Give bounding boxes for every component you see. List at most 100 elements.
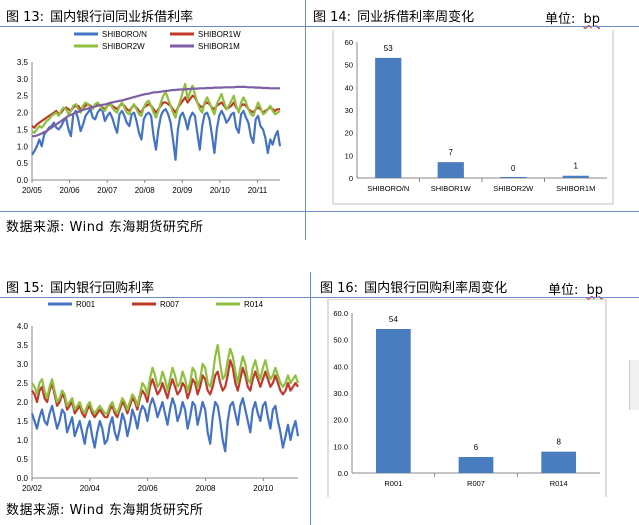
x-category-label: R001 (384, 479, 402, 488)
unit-label: 单位: (545, 12, 576, 27)
bar-value-label: 6 (474, 443, 479, 452)
repo-weekly-change-bar-chart: 0.0 10.0 20.0 30.0 40.0 50.0 60.0 54 R001 6 R007 8 R… (327, 299, 607, 497)
unit-label: 单位: (548, 283, 579, 298)
bar-value-label: 1 (574, 162, 579, 171)
legend-label: SHIBOR1M (198, 42, 240, 51)
y-tick-label: 0.0 (17, 474, 29, 483)
y-tick-label: 1.0 (17, 142, 29, 151)
x-category-label: SHIBOR1W (431, 184, 472, 193)
legend-label: SHIBOR1W (198, 30, 241, 39)
y-tick-label: 3.0 (17, 75, 29, 84)
y-tick-label: 0.5 (17, 455, 29, 464)
figure-15-number: 图 15: (6, 280, 45, 296)
x-tick-label: 20/08 (135, 186, 156, 195)
y-tick-label: 40.0 (333, 362, 348, 371)
shibor-weekly-change-bar-chart: 0 10 20 30 40 50 60 53 SHIBORO/N 7 SHIBOR1W 0 SHIBOR… (332, 30, 614, 205)
figure-14-title-text: 同业拆借利率周变化 (357, 9, 475, 25)
bar-value-label: 0 (511, 164, 516, 173)
figure-13-panel: 图 13: 国内银行间同业拆借利率 0.0 0.5 1.0 1.5 2.0 2.5 3.0 3… (0, 0, 305, 240)
y-tick-label: 2.5 (17, 92, 29, 101)
y-tick-label: 60 (345, 38, 353, 47)
y-tick-label: 0 (349, 174, 353, 183)
bar-r007 (458, 457, 494, 473)
x-tick-label: 20/10 (253, 484, 274, 493)
bar-value-label: 7 (449, 148, 454, 157)
figure-16-panel: 图 16: 国内银行回购利率周变化 单位: bp 0.0 10.0 20.0 30.0… (314, 272, 626, 497)
x-category-label: R007 (467, 479, 485, 488)
y-tick-label: 1.5 (17, 125, 29, 134)
x-category-label: SHIBOR1M (556, 184, 595, 193)
y-tick-label: 20.0 (333, 416, 348, 425)
plot-frame (327, 299, 607, 497)
x-tick-label: 20/05 (22, 186, 43, 195)
figure-16-number: 图 16: (320, 280, 359, 296)
x-category-label: SHIBOR2W (493, 184, 534, 193)
bar-value-label: 54 (389, 315, 398, 324)
figure-16-title: 图 16: 国内银行回购利率周变化 (320, 273, 507, 299)
bar-shibor1m (562, 175, 589, 178)
x-tick-label: 20/02 (22, 484, 43, 493)
bar-shibor2w (500, 177, 527, 178)
bar-value-label: 53 (384, 44, 393, 53)
y-tick-label: 20 (345, 129, 353, 138)
y-tick-label: 1.5 (17, 417, 29, 426)
series-line-r001 (30, 397, 300, 453)
y-tick-label: 2.5 (17, 379, 29, 388)
bar-shiboron (375, 57, 402, 178)
figure-15-title-text: 国内银行回购利率 (50, 280, 155, 296)
unit-value: bp (583, 12, 601, 27)
y-tick-label: 30 (345, 106, 353, 115)
figure-13-title-text: 国内银行间同业拆借利率 (50, 9, 194, 25)
y-tick-label: 10.0 (333, 442, 348, 451)
y-tick-label: 60.0 (333, 309, 348, 318)
y-tick-label: 0.5 (17, 159, 29, 168)
x-category-label: R014 (550, 479, 568, 488)
series-line-shibor1m (32, 85, 280, 138)
bar-r001 (375, 329, 411, 473)
y-tick-label: 50.0 (333, 336, 348, 345)
series-line-r014 (31, 343, 300, 415)
series-line-shibor2w (31, 82, 281, 134)
figure-13-number: 图 13: (6, 9, 45, 25)
top-center-divider (305, 0, 306, 240)
y-tick-label: 2.0 (17, 109, 29, 118)
figure-16-unit: 单位: bp (548, 279, 603, 298)
legend-label: SHIBOR2W (102, 42, 145, 51)
bar-r014 (541, 451, 577, 473)
y-tick-label: 0.0 (338, 469, 348, 478)
source-divider-top (0, 211, 639, 212)
top-divider-line (0, 26, 639, 27)
y-tick-label: 40 (345, 83, 353, 92)
figure-14-title: 图 14: 同业拆借利率周变化 (313, 2, 474, 28)
y-tick-label: 3.5 (17, 341, 29, 350)
y-tick-label: 10 (345, 151, 353, 160)
legend-label: R014 (244, 300, 264, 309)
figure-15-panel: 图 15: 国内银行回购利率 0.0 0.5 1.0 1.5 2.0 2.5 3.0 3.5 4… (0, 272, 305, 525)
legend-label: R007 (160, 300, 180, 309)
x-category-label: SHIBORO/N (367, 184, 409, 193)
source-note-bottom: 数据来源: Wind 东海期货研究所 (6, 503, 204, 518)
figure-14-number: 图 14: (313, 9, 352, 25)
figure-14-unit: 单位: bp (545, 8, 600, 27)
x-tick-label: 20/06 (60, 186, 81, 195)
x-tick-label: 20/04 (80, 484, 101, 493)
plot-frame (332, 30, 614, 205)
x-tick-label: 20/10 (210, 186, 231, 195)
bar-value-label: 8 (556, 438, 561, 447)
figure-16-title-text: 国内银行回购利率周变化 (364, 280, 508, 296)
legend-label: SHIBORO/N (102, 30, 147, 39)
series-line-r007 (31, 359, 299, 419)
bottom-center-divider (310, 272, 311, 525)
y-tick-label: 0.0 (17, 176, 29, 185)
y-tick-label: 4.0 (17, 322, 29, 331)
y-tick-label: 3.5 (17, 58, 29, 67)
y-tick-label: 1.0 (17, 436, 29, 445)
repo-rate-line-chart: 0.0 0.5 1.0 1.5 2.0 2.5 3.0 3.5 4.0 20/02 20/04 20/… (17, 300, 300, 493)
shibor-line-chart: 0.0 0.5 1.0 1.5 2.0 2.5 3.0 3.5 20/05 20/06 20/07 2… (17, 30, 282, 195)
x-tick-label: 20/09 (172, 186, 193, 195)
x-tick-label: 20/08 (195, 484, 216, 493)
y-tick-label: 2.0 (17, 398, 29, 407)
bar-shibor1w (437, 162, 464, 178)
figure-15-title: 图 15: 国内银行回购利率 (6, 273, 154, 299)
unit-value: bp (586, 283, 604, 298)
